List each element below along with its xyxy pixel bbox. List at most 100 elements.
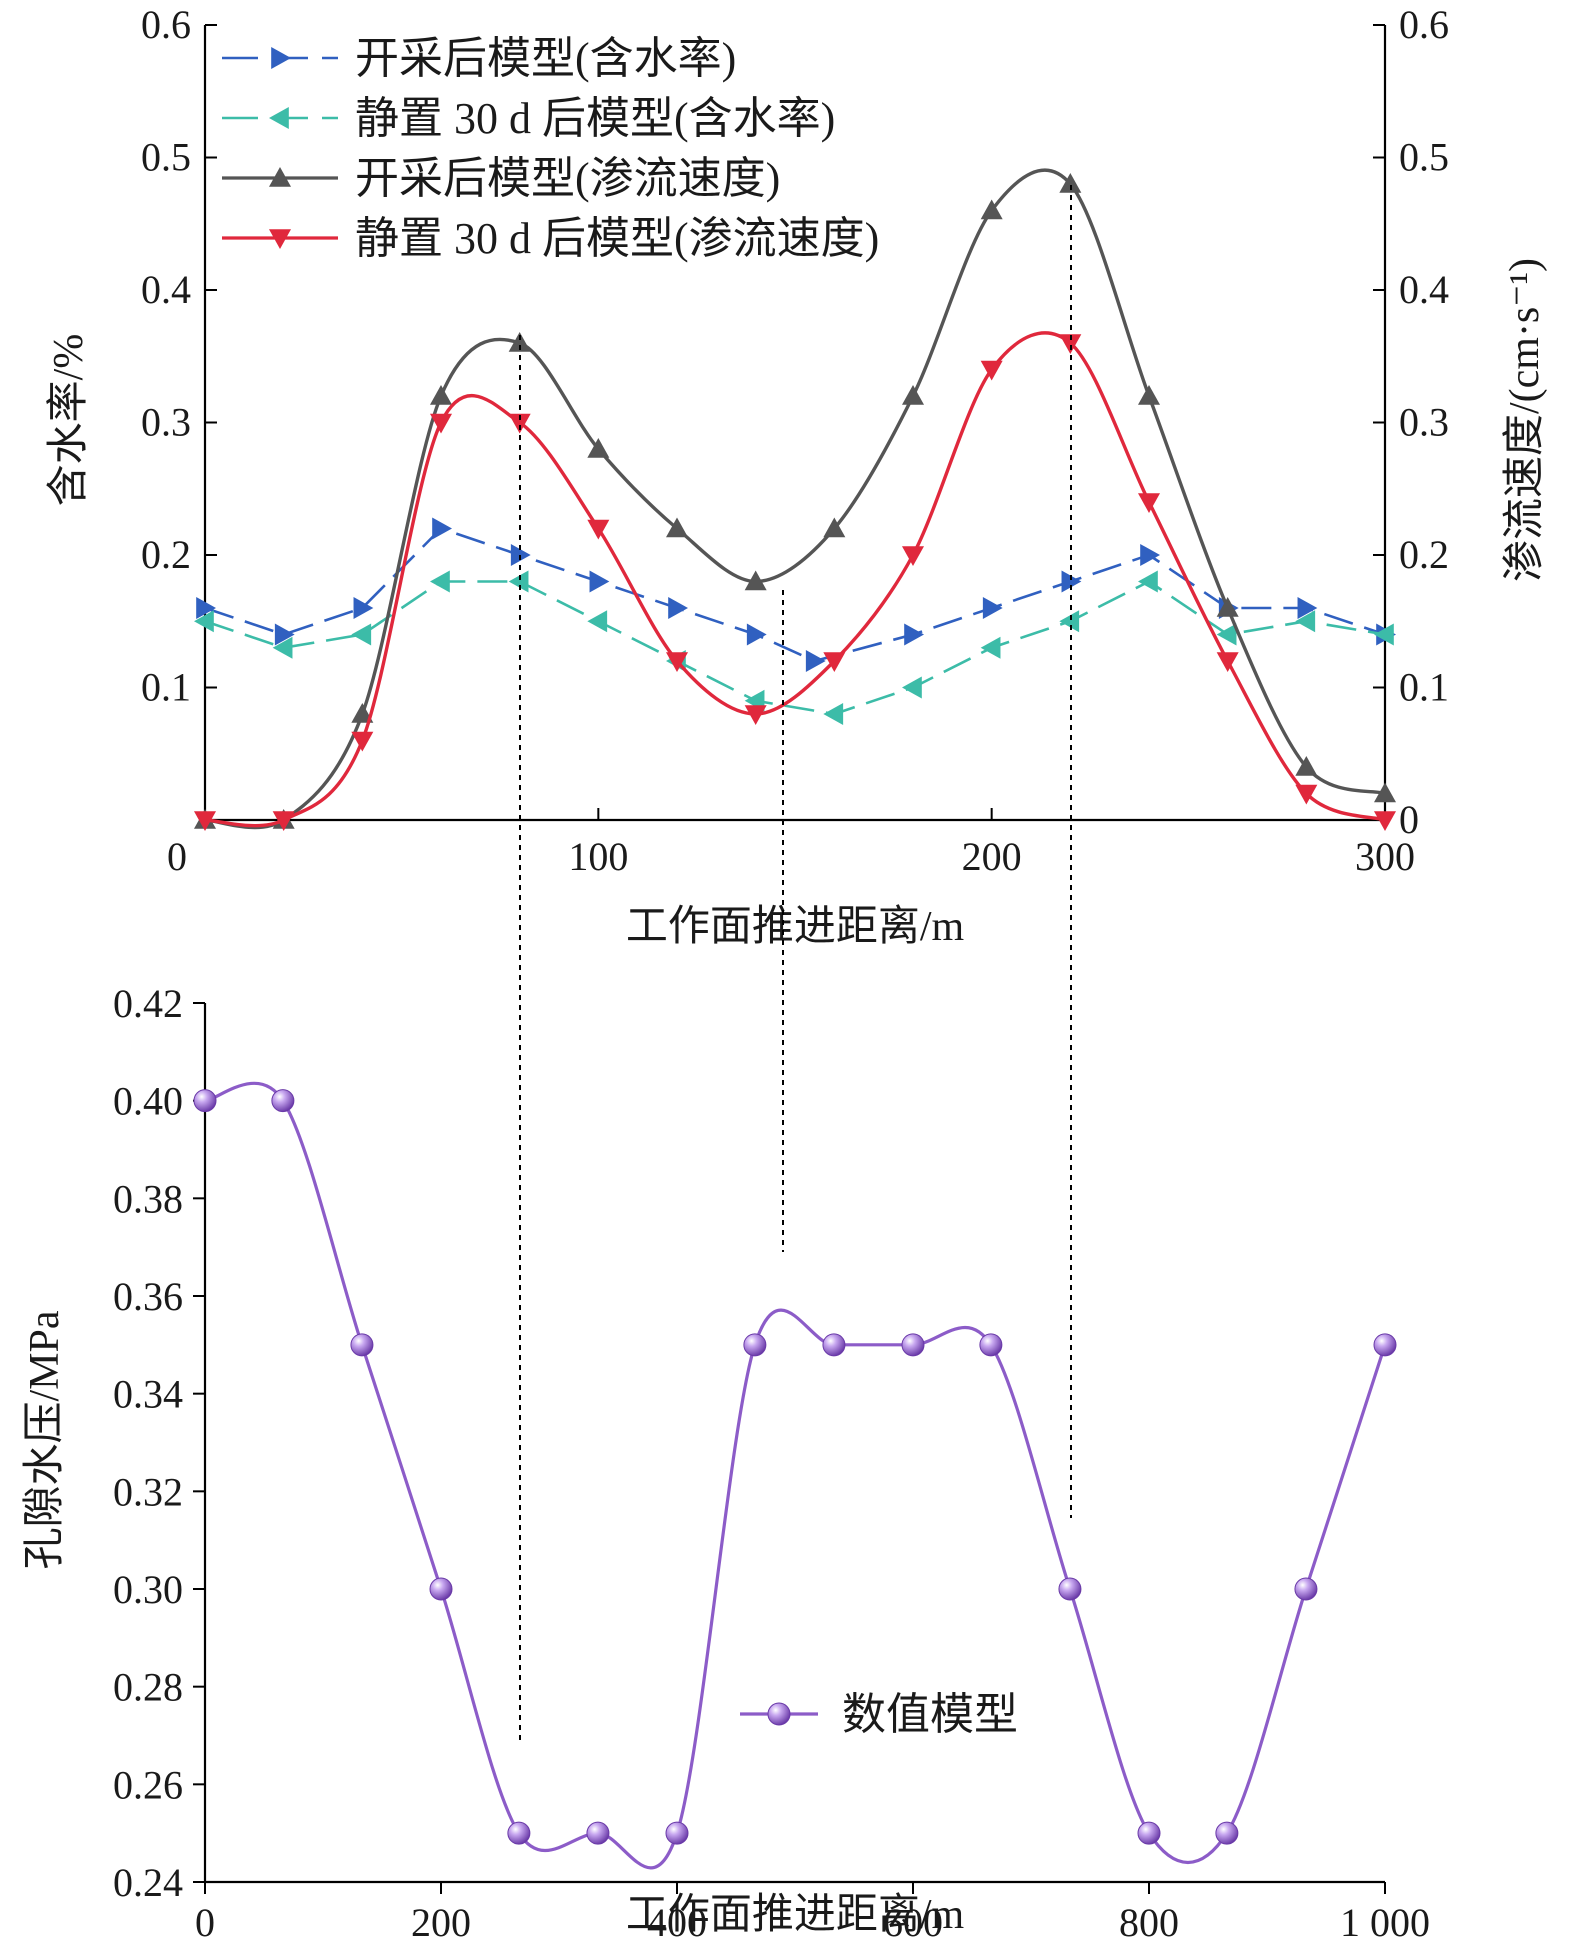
top-series-point-1	[430, 570, 450, 593]
bottom-chart-axes	[203, 1003, 1385, 1884]
bottom-ytick-label: 0.24	[113, 1860, 183, 1905]
top-series-point-3	[823, 652, 846, 672]
bottom-series-point	[586, 1821, 610, 1845]
bottom-y-axis-label: 孔隙水压/MPa	[22, 1310, 68, 1569]
bottom-series-point	[507, 1821, 531, 1845]
bottom-series-point	[1137, 1821, 1161, 1845]
top-series-point-1	[1138, 570, 1158, 593]
top-chart-ticks: 0 0.1 0.1 0.2 0.2 0.3 0.3 0.4 0.4 0.5 0.5 0.6 0.6 0 10…	[141, 2, 1449, 879]
top-legend-item: 静置 30 d 后模型(含水率)	[222, 94, 835, 143]
top-right-ytick-label: 0.3	[1399, 400, 1449, 445]
top-series-point-3	[194, 811, 216, 831]
top-series-point-1	[1059, 610, 1080, 633]
bottom-series-point	[979, 1333, 1003, 1357]
top-series-point-3	[902, 546, 924, 566]
top-series-point-2	[666, 517, 688, 538]
legend-swatch-marker	[269, 229, 291, 249]
top-series-point-1	[1295, 610, 1316, 633]
top-chart-axes	[203, 25, 1387, 822]
top-series-point-2	[823, 517, 846, 538]
bottom-series-point	[822, 1333, 846, 1357]
top-legend-item: 开采后模型(含水率)	[222, 34, 736, 83]
top-series-point-2	[1295, 756, 1318, 776]
top-series-point-3	[666, 652, 688, 672]
top-series-point-1	[1216, 623, 1237, 646]
top-series-point-3	[587, 519, 610, 540]
top-series-point-0	[432, 517, 452, 540]
bottom-xtick-label: 1 000	[1340, 1900, 1430, 1938]
bottom-chart: 0.24 0.26 0.28 0.30 0.32 0.34 0.36 0.38 0.40 0.42…	[22, 981, 1430, 1938]
bottom-xtick-label: 0	[195, 1900, 215, 1938]
bottom-series-point	[1373, 1333, 1397, 1357]
top-chart: 0 0.1 0.1 0.2 0.2 0.3 0.3 0.4 0.4 0.5 0.5 0.6 0.6 0 10…	[45, 2, 1548, 950]
top-series-point-1	[272, 636, 293, 659]
top-left-ytick-label: 0.2	[141, 532, 191, 577]
top-left-ytick-label: 0.5	[141, 135, 191, 180]
top-left-ytick-label: 0.3	[141, 400, 191, 445]
bottom-series-point	[1215, 1821, 1239, 1845]
legend-swatch-marker	[269, 107, 289, 129]
top-series-point-0	[668, 597, 688, 619]
top-series-point-2	[430, 385, 452, 405]
bottom-ytick-label: 0.40	[113, 1079, 183, 1124]
top-series-line-1	[204, 579, 1386, 716]
top-series-point-2	[744, 570, 767, 591]
top-series-point-3	[980, 360, 1003, 381]
bottom-series-point	[1058, 1577, 1082, 1601]
top-right-ytick-label: 0.5	[1399, 135, 1449, 180]
top-series-point-2	[1216, 597, 1239, 617]
bottom-ytick-label: 0.30	[113, 1567, 183, 1612]
top-right-axis-label: 渗流速度/(cm·s⁻¹)	[1502, 258, 1548, 582]
top-series-point-0	[1297, 597, 1318, 619]
top-left-ytick-label: 0.1	[141, 665, 191, 710]
top-series-point-3	[1138, 493, 1160, 513]
bottom-ytick-label: 0.28	[113, 1665, 183, 1710]
top-legend-item: 静置 30 d 后模型(渗流速度)	[222, 214, 879, 263]
legend-swatch-marker	[767, 1702, 791, 1726]
top-left-ytick-label: 0.6	[141, 2, 191, 47]
top-series-point-3	[351, 731, 374, 752]
bottom-chart-ticks: 0.24 0.26 0.28 0.30 0.32 0.34 0.36 0.38 0.40 0.42…	[113, 981, 1430, 1938]
top-series-point-3	[508, 413, 531, 434]
bottom-series-line	[204, 1081, 1387, 1870]
top-series-point-3	[1374, 811, 1396, 831]
top-series-point-2	[1138, 385, 1160, 405]
top-series-point-3	[1059, 334, 1082, 354]
top-series-line-3	[204, 331, 1386, 828]
bottom-ytick-label: 0.38	[113, 1176, 183, 1221]
bottom-xtick-label: 600	[883, 1900, 943, 1938]
top-right-ytick-label: 0	[1399, 797, 1419, 842]
bottom-chart-legend: 数值模型	[740, 1690, 1018, 1739]
top-series-point-1	[508, 570, 529, 593]
top-series-point-0	[353, 597, 374, 619]
top-xtick-label: 0	[167, 834, 187, 879]
top-series-point-2	[980, 199, 1003, 220]
top-series-point-1	[980, 636, 1001, 659]
top-series-point-1	[194, 610, 214, 633]
top-legend-label: 静置 30 d 后模型(渗流速度)	[355, 214, 879, 263]
legend-swatch-marker	[269, 167, 291, 187]
top-x-axis-label: 工作面推进距离/m	[626, 903, 965, 950]
top-series-point-0	[274, 623, 295, 646]
top-series-point-0	[1061, 570, 1082, 593]
legend-swatch-marker	[271, 47, 291, 69]
top-legend-label: 开采后模型(含水率)	[355, 34, 736, 83]
top-series-point-0	[904, 623, 924, 646]
top-series-point-2	[1374, 782, 1396, 803]
top-right-ytick-label: 0.2	[1399, 532, 1449, 577]
top-series-point-3	[1295, 784, 1318, 805]
bottom-ytick-label: 0.26	[113, 1762, 183, 1807]
top-series-point-2	[902, 385, 924, 405]
bottom-ytick-label: 0.36	[113, 1274, 183, 1319]
bottom-xtick-label: 200	[411, 1900, 471, 1938]
top-legend-item: 开采后模型(渗流速度)	[222, 154, 780, 203]
bottom-series-point	[193, 1089, 217, 1113]
top-left-ytick-label: 0.4	[141, 267, 191, 312]
top-right-ytick-label: 0.6	[1399, 2, 1449, 47]
bottom-ytick-label: 0.34	[113, 1372, 183, 1417]
top-series-point-2	[1059, 173, 1082, 193]
alignment-guides	[519, 185, 1072, 1740]
top-series-point-2	[508, 332, 531, 352]
top-series-point-1	[1374, 623, 1394, 646]
top-series-point-1	[351, 623, 372, 646]
